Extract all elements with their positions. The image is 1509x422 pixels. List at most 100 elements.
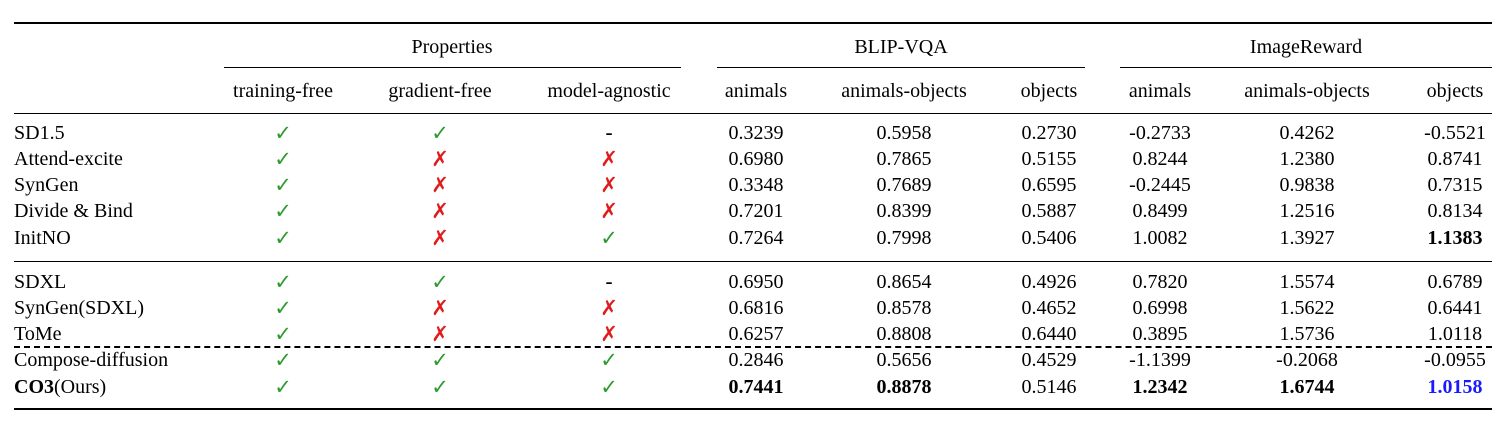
check-icon: ✓ [431,375,449,399]
value-cell: 0.7441 [728,376,784,398]
value-cell: 0.5656 [876,349,932,371]
value-cell: -0.2068 [1276,349,1338,371]
value-cell: -0.0955 [1424,349,1486,371]
col-header-training-free: training-free [233,80,333,102]
cross-icon: ✗ [600,173,618,197]
value-cell: 1.3927 [1279,227,1335,249]
check-icon: ✓ [274,147,292,171]
cross-icon: ✗ [600,296,618,320]
value-cell: 0.2846 [728,349,784,371]
col-header-ir-objects: objects [1426,80,1484,102]
value-cell: 0.6595 [1021,174,1077,196]
value-cell: 0.6998 [1132,297,1188,319]
group-header-properties: Properties [411,36,493,58]
value-cell: 0.8878 [876,376,932,398]
cross-icon: ✗ [600,147,618,171]
check-icon: ✓ [431,121,449,145]
cross-icon: ✗ [431,147,449,171]
method-name: Compose-diffusion [14,349,169,371]
value-cell: -0.2445 [1129,174,1191,196]
method-name-bold: CO3 [14,376,54,398]
value-cell: 1.0158 [1427,376,1483,398]
check-icon: ✓ [431,348,449,372]
value-cell: 0.4652 [1021,297,1077,319]
value-cell: 0.8499 [1132,200,1188,222]
col-header-ir-animals-objects: animals-objects [1244,80,1370,102]
check-icon: ✓ [274,199,292,223]
value-cell: 1.6744 [1279,376,1335,398]
value-cell: 0.6816 [728,297,784,319]
group-header-blip-vqa: BLIP-VQA [854,36,948,58]
cross-icon: ✗ [600,322,618,346]
value-cell: 0.6440 [1021,323,1077,345]
value-cell: 0.5406 [1021,227,1077,249]
value-cell: 0.7998 [876,227,932,249]
check-icon: ✓ [274,296,292,320]
value-cell: 0.7689 [876,174,932,196]
check-icon: ✓ [274,173,292,197]
check-icon: ✓ [274,322,292,346]
value-cell: 0.5887 [1021,200,1077,222]
col-header-gradient-free: gradient-free [388,80,492,102]
method-name-suffix: (Ours) [54,376,107,398]
value-cell: 1.1383 [1427,227,1483,249]
value-cell: 1.2342 [1132,376,1188,398]
col-header-blip-animals: animals [724,80,788,102]
method-name: SynGen(SDXL) [14,297,144,319]
value-cell: 1.5736 [1279,323,1335,345]
value-cell: 0.5155 [1021,148,1077,170]
cross-icon: ✗ [431,322,449,346]
value-cell: 0.6441 [1427,297,1483,319]
check-icon: ✓ [274,226,292,250]
method-name: CO3(Ours) [14,375,106,399]
bottom-rule [14,408,1492,410]
properties-underline [224,67,681,68]
dashed-separator [14,346,1492,348]
col-header-ir-animals: animals [1128,80,1192,102]
cross-icon: ✗ [431,226,449,250]
value-cell: 0.7315 [1427,174,1483,196]
value-cell: 0.8244 [1132,148,1188,170]
value-cell: 0.7820 [1132,271,1188,293]
value-cell: 0.3895 [1132,323,1188,345]
value-cell: 0.6257 [728,323,784,345]
value-cell: 0.5146 [1021,376,1077,398]
dash-mark: - [605,121,613,145]
value-cell: 0.9838 [1279,174,1335,196]
value-cell: 0.7201 [728,200,784,222]
value-cell: 0.7865 [876,148,932,170]
check-icon: ✓ [274,375,292,399]
value-cell: 0.5958 [876,122,932,144]
cross-icon: ✗ [431,173,449,197]
check-icon: ✓ [600,348,618,372]
imagereward-underline [1120,67,1492,68]
col-header-blip-objects: objects [1020,80,1078,102]
value-cell: 0.4926 [1021,271,1077,293]
top-rule [14,22,1492,24]
cross-icon: ✗ [431,199,449,223]
value-cell: 0.6980 [728,148,784,170]
value-cell: 0.8578 [876,297,932,319]
value-cell: -0.5521 [1424,122,1486,144]
value-cell: 1.2516 [1279,200,1335,222]
blip-underline [717,67,1085,68]
method-name: Divide & Bind [14,200,133,222]
cross-icon: ✗ [431,296,449,320]
value-cell: 0.7264 [728,227,784,249]
value-cell: 0.8654 [876,271,932,293]
value-cell: 0.6950 [728,271,784,293]
method-name: Attend-excite [14,148,123,170]
check-icon: ✓ [600,375,618,399]
value-cell: 0.8399 [876,200,932,222]
cross-icon: ✗ [600,199,618,223]
method-name: SD1.5 [14,122,65,144]
value-cell: -1.1399 [1129,349,1191,371]
value-cell: -0.2733 [1129,122,1191,144]
value-cell: 0.8808 [876,323,932,345]
value-cell: 0.8741 [1427,148,1483,170]
check-icon: ✓ [600,226,618,250]
method-name: SynGen [14,174,79,196]
check-icon: ✓ [274,121,292,145]
group-rule [14,261,1492,262]
value-cell: 0.8134 [1427,200,1483,222]
